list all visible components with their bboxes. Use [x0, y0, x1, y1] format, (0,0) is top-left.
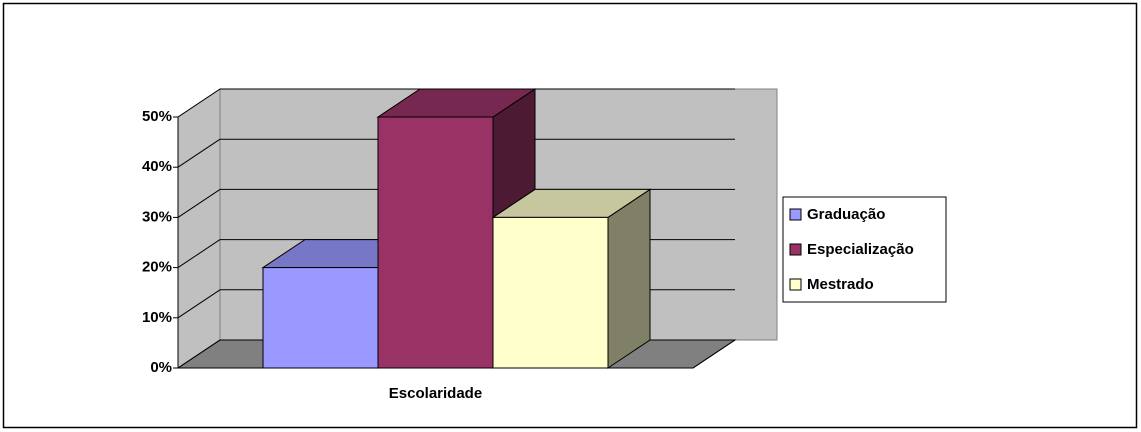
- legend-label: Mestrado: [807, 276, 874, 293]
- y-tick-label: 50%: [142, 108, 172, 125]
- side-wall: [177, 88, 221, 369]
- grid-line: [177, 138, 221, 168]
- grid-line: [177, 88, 221, 118]
- legend-label: Especialização: [807, 241, 914, 258]
- bar: [262, 267, 379, 369]
- bar-side: [607, 188, 651, 369]
- legend-label: Graduação: [807, 206, 885, 223]
- legend-swatch: [789, 278, 802, 291]
- bar: [377, 116, 494, 369]
- x-tick-label: Escolaridade: [389, 385, 482, 402]
- grid-line: [177, 188, 221, 218]
- legend-swatch: [789, 208, 802, 221]
- y-tick-label: 30%: [142, 208, 172, 225]
- grid-line: [177, 339, 221, 369]
- legend-box: [782, 196, 947, 303]
- x-axis-depth: [692, 339, 736, 369]
- y-tick-label: 10%: [142, 309, 172, 326]
- bar: [492, 216, 609, 369]
- legend-swatch: [789, 243, 802, 256]
- y-tick-label: 0%: [150, 359, 172, 376]
- y-tick-label: 40%: [142, 158, 172, 175]
- grid-line: [177, 239, 221, 269]
- grid-line: [177, 289, 221, 319]
- y-tick-label: 20%: [142, 259, 172, 276]
